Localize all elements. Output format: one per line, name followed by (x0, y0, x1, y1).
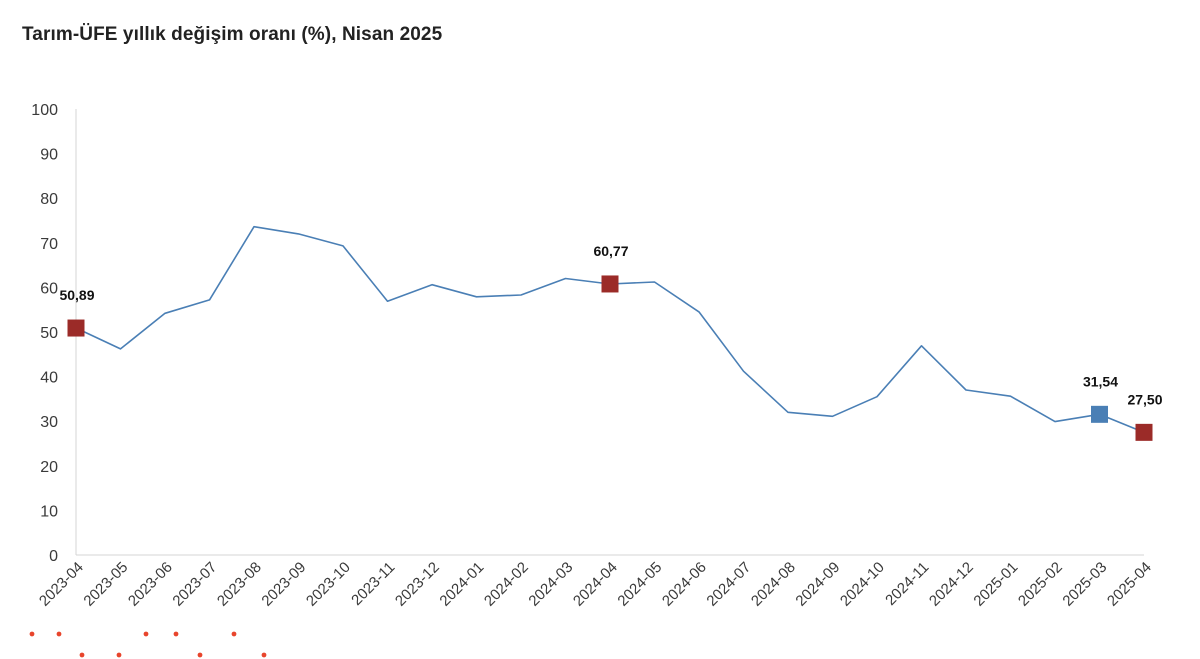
highlight-marker (1091, 405, 1108, 423)
data-label: 50,89 (59, 287, 94, 303)
x-tick-label: 2023-11 (348, 559, 398, 609)
y-tick-label: 10 (40, 503, 58, 520)
highlight-markers (67, 275, 1153, 441)
x-tick-label: 2024-01 (436, 559, 487, 610)
decorative-dot (79, 652, 85, 658)
data-label: 27,50 (1127, 391, 1162, 407)
x-tick-label: 2025-04 (1104, 559, 1155, 610)
x-tick-label: 2024-09 (792, 559, 843, 610)
x-tick-label: 2024-10 (837, 559, 888, 610)
x-tick-label: 2023-12 (392, 559, 443, 610)
decorative-dot (231, 631, 237, 637)
x-tick-label: 2023-05 (80, 559, 131, 610)
x-tick-label: 2024-03 (525, 559, 576, 610)
x-tick-label: 2024-08 (748, 559, 799, 610)
x-tick-label: 2025-01 (970, 559, 1021, 610)
x-tick-label: 2023-07 (169, 559, 220, 610)
y-tick-label: 80 (40, 191, 58, 208)
decorative-dot (29, 631, 35, 637)
y-tick-label: 60 (40, 280, 58, 297)
y-tick-label: 0 (49, 548, 58, 565)
decorative-dot (143, 631, 149, 637)
x-tick-label: 2023-10 (303, 559, 354, 610)
chart-title: Tarım-ÜFE yıllık değişim oranı (%), Nisa… (22, 24, 443, 45)
y-tick-label: 90 (40, 147, 58, 164)
y-tick-label: 40 (40, 370, 58, 387)
x-tick-label: 2024-02 (481, 559, 532, 610)
highlight-marker (1135, 423, 1153, 441)
x-axis-ticks: 2023-042023-052023-062023-072023-082023-… (36, 559, 1155, 610)
decorative-dot (261, 652, 267, 658)
x-tick-label: 2024-06 (659, 559, 710, 610)
y-tick-label: 70 (40, 236, 58, 253)
highlight-marker (601, 275, 619, 293)
y-tick-label: 20 (40, 459, 58, 476)
y-tick-label: 50 (40, 325, 58, 342)
data-labels: 50,89 60,77 31,54 27,50 (59, 243, 1162, 407)
y-axis-ticks: 0 10 20 30 40 50 60 70 80 90 100 (31, 102, 58, 565)
data-label: 31,54 (1083, 373, 1118, 389)
highlight-marker (67, 319, 85, 337)
x-tick-label: 2025-03 (1059, 559, 1110, 610)
decorative-dot (56, 631, 62, 637)
x-tick-label: 2023-04 (36, 559, 87, 610)
y-tick-label: 30 (40, 414, 58, 431)
decorative-dots (29, 631, 267, 658)
x-tick-label: 2023-09 (258, 559, 309, 610)
decorative-dot (173, 631, 179, 637)
x-tick-label: 2024-04 (570, 559, 621, 610)
x-tick-label: 2024-11 (882, 559, 932, 609)
x-tick-label: 2024-05 (614, 559, 665, 610)
x-tick-label: 2023-08 (214, 559, 265, 610)
x-tick-label: 2023-06 (125, 559, 176, 610)
x-tick-label: 2024-12 (926, 559, 977, 610)
y-tick-label: 100 (31, 102, 58, 119)
x-tick-label: 2025-02 (1015, 559, 1066, 610)
data-label: 60,77 (593, 243, 628, 259)
chart-axes (75, 109, 1144, 556)
decorative-dot (116, 652, 122, 658)
x-tick-label: 2024-07 (703, 559, 754, 610)
decorative-dot (197, 652, 203, 658)
